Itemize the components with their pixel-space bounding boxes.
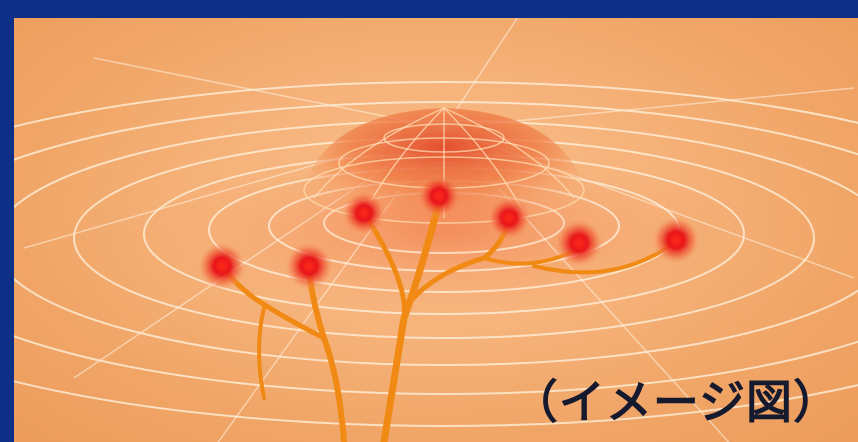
node-2: [285, 242, 333, 290]
node-5: [487, 196, 531, 240]
node-7: [652, 216, 700, 264]
node-6: [555, 219, 603, 267]
illustration-panel: （イメージ図）: [14, 18, 858, 442]
node-4: [417, 174, 461, 218]
node-3: [342, 191, 386, 235]
illustration-svg: [14, 18, 858, 442]
node-1: [198, 242, 246, 290]
image-caption: （イメージ図）: [511, 375, 840, 429]
nodes: [198, 174, 700, 290]
